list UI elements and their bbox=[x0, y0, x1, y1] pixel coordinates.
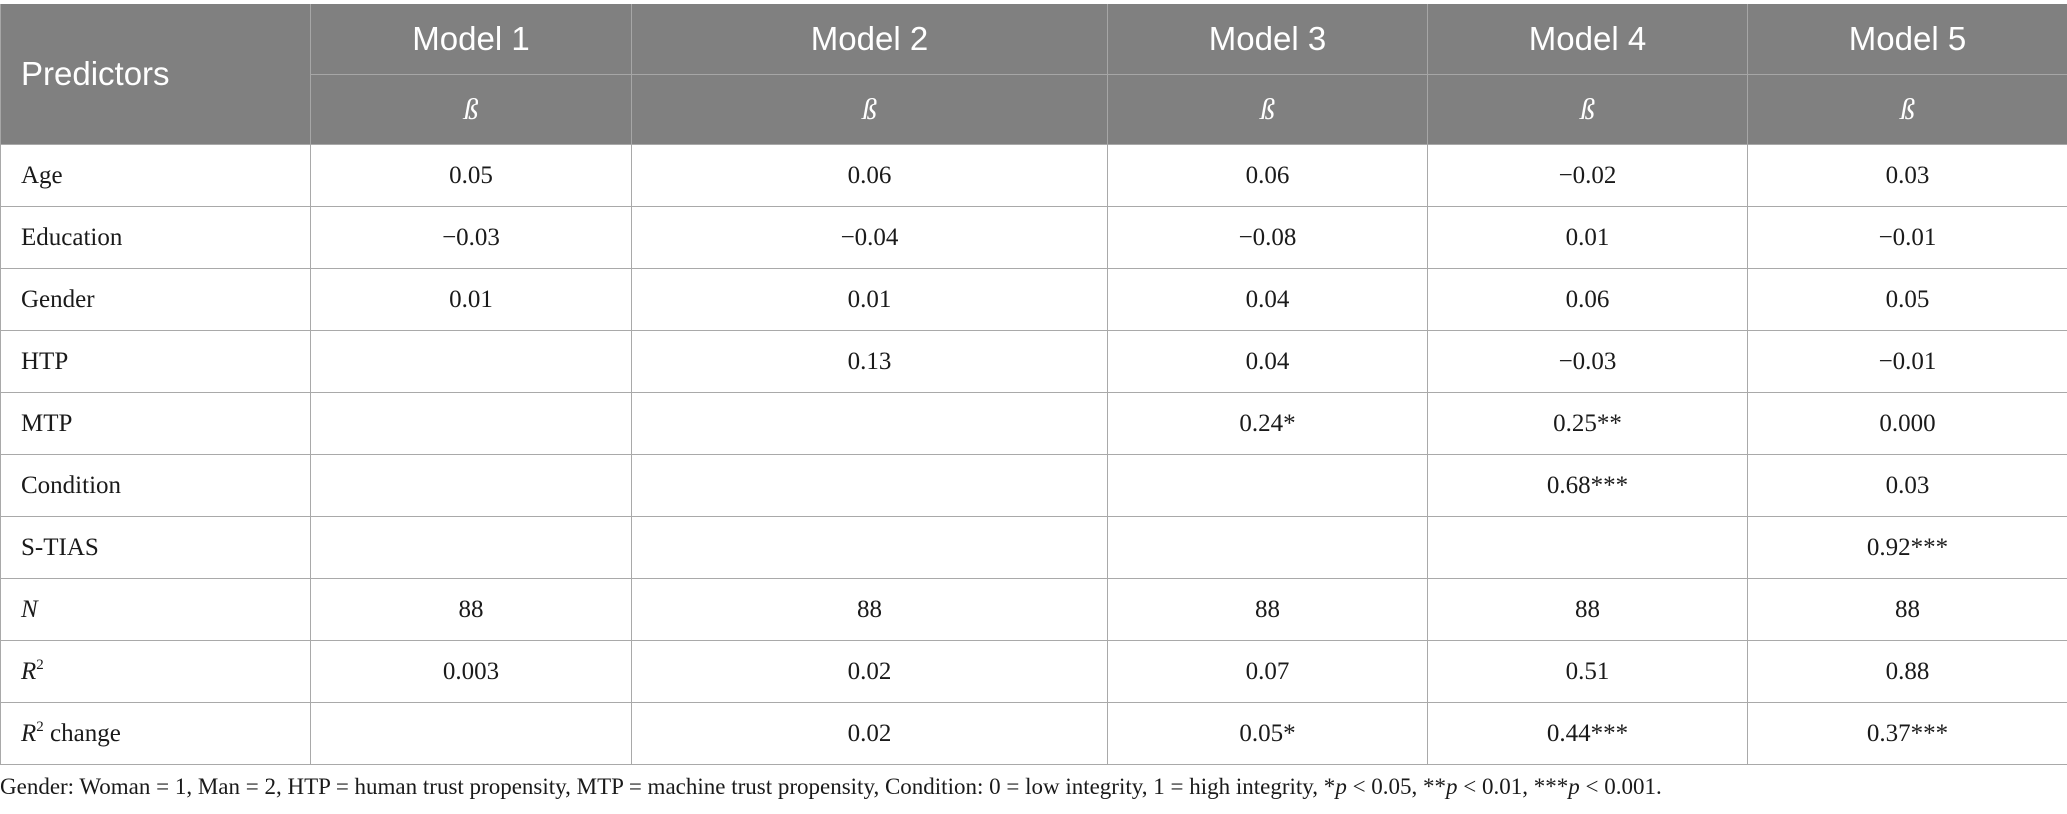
row-label-r-squared: R2 bbox=[0, 640, 311, 703]
table-cell: −0.04 bbox=[631, 206, 1108, 269]
table-cell bbox=[310, 392, 632, 455]
beta-header-5: ß bbox=[1747, 74, 2067, 145]
r-symbol: R bbox=[21, 657, 37, 685]
table-cell bbox=[310, 702, 632, 765]
row-label-r-squared-change: R2 change bbox=[0, 702, 311, 765]
table-cell: −0.08 bbox=[1107, 206, 1428, 269]
footnote-text: Gender: Woman = 1, Man = 2, HTP = human … bbox=[0, 774, 1336, 799]
table-cell: 0.06 bbox=[1107, 144, 1428, 207]
table-cell bbox=[1107, 516, 1428, 579]
model-1-header: Model 1 bbox=[310, 4, 632, 75]
table-cell: 0.01 bbox=[631, 268, 1108, 331]
table-cell: 88 bbox=[310, 578, 632, 641]
table-header: Predictors Model 1 Model 2 Model 3 Model… bbox=[0, 4, 2067, 145]
beta-header-2: ß bbox=[631, 74, 1108, 145]
row-label: Education bbox=[0, 206, 311, 269]
row-label: Gender bbox=[0, 268, 311, 331]
label-suffix: change bbox=[43, 719, 121, 747]
model-5-header: Model 5 bbox=[1747, 4, 2067, 75]
table-cell: 0.03 bbox=[1747, 144, 2067, 207]
table-row: Age 0.05 0.06 0.06 −0.02 0.03 bbox=[0, 144, 2067, 207]
table-cell: 0.04 bbox=[1107, 268, 1428, 331]
table-cell: 0.000 bbox=[1747, 392, 2067, 455]
table-row: HTP 0.13 0.04 −0.03 −0.01 bbox=[0, 330, 2067, 393]
table-row: Condition 0.68*** 0.03 bbox=[0, 454, 2067, 517]
table-cell bbox=[631, 392, 1108, 455]
table-cell: 0.02 bbox=[631, 640, 1108, 703]
footnote-p: p bbox=[1446, 774, 1458, 799]
row-label-n: N bbox=[0, 578, 311, 641]
table-row: R2 change 0.02 0.05* 0.44*** 0.37*** bbox=[0, 702, 2067, 765]
table-row: N 88 88 88 88 88 bbox=[0, 578, 2067, 641]
row-label: Condition bbox=[0, 454, 311, 517]
footnote-p: p bbox=[1568, 774, 1580, 799]
table-footnote: Gender: Woman = 1, Man = 2, HTP = human … bbox=[0, 774, 1662, 800]
table-cell bbox=[310, 330, 632, 393]
footnote-text: < 0.01, *** bbox=[1457, 774, 1569, 799]
footnote-p: p bbox=[1335, 774, 1347, 799]
table-cell: 0.003 bbox=[310, 640, 632, 703]
table-cell: −0.03 bbox=[1427, 330, 1748, 393]
row-label: MTP bbox=[0, 392, 311, 455]
table-cell: 0.05 bbox=[1747, 268, 2067, 331]
table-cell: 0.01 bbox=[310, 268, 632, 331]
table-row: S-TIAS 0.92*** bbox=[0, 516, 2067, 579]
table-cell: 0.88 bbox=[1747, 640, 2067, 703]
table-cell: 0.07 bbox=[1107, 640, 1428, 703]
superscript: 2 bbox=[36, 718, 44, 735]
model-4-header: Model 4 bbox=[1427, 4, 1748, 75]
table-cell: 0.68*** bbox=[1427, 454, 1748, 517]
beta-header-3: ß bbox=[1107, 74, 1428, 145]
row-label: Age bbox=[0, 144, 311, 207]
table-cell: 0.24* bbox=[1107, 392, 1428, 455]
table-cell: 0.25** bbox=[1427, 392, 1748, 455]
table-cell: −0.01 bbox=[1747, 206, 2067, 269]
table-row: Gender 0.01 0.01 0.04 0.06 0.05 bbox=[0, 268, 2067, 331]
table-cell: 0.51 bbox=[1427, 640, 1748, 703]
beta-header-1: ß bbox=[310, 74, 632, 145]
table-cell: 88 bbox=[1427, 578, 1748, 641]
table-cell bbox=[1107, 454, 1428, 517]
predictors-header: Predictors bbox=[0, 4, 311, 145]
r-symbol: R bbox=[21, 719, 37, 747]
table-cell: 88 bbox=[1107, 578, 1428, 641]
table-cell: 0.02 bbox=[631, 702, 1108, 765]
row-label: HTP bbox=[0, 330, 311, 393]
row-label: S-TIAS bbox=[0, 516, 311, 579]
table-cell bbox=[631, 516, 1108, 579]
table-cell bbox=[631, 454, 1108, 517]
table-cell: 0.37*** bbox=[1747, 702, 2067, 765]
table-row: R2 0.003 0.02 0.07 0.51 0.88 bbox=[0, 640, 2067, 703]
table-cell: −0.03 bbox=[310, 206, 632, 269]
regression-table-container: Predictors Model 1 Model 2 Model 3 Model… bbox=[0, 4, 2067, 765]
model-2-header: Model 2 bbox=[631, 4, 1108, 75]
table-cell: 0.44*** bbox=[1427, 702, 1748, 765]
table-cell bbox=[1427, 516, 1748, 579]
table-cell: 88 bbox=[631, 578, 1108, 641]
table-cell: 0.04 bbox=[1107, 330, 1428, 393]
table-cell: 0.05 bbox=[310, 144, 632, 207]
table-cell: 0.06 bbox=[631, 144, 1108, 207]
table-cell bbox=[310, 516, 632, 579]
table-cell: 0.03 bbox=[1747, 454, 2067, 517]
regression-table: Predictors Model 1 Model 2 Model 3 Model… bbox=[0, 4, 2067, 765]
table-row: MTP 0.24* 0.25** 0.000 bbox=[0, 392, 2067, 455]
beta-header-4: ß bbox=[1427, 74, 1748, 145]
table-cell: 0.01 bbox=[1427, 206, 1748, 269]
footnote-text: < 0.05, ** bbox=[1346, 774, 1447, 799]
table-cell: 0.92*** bbox=[1747, 516, 2067, 579]
table-cell: 0.05* bbox=[1107, 702, 1428, 765]
footnote-text: < 0.001. bbox=[1579, 774, 1662, 799]
table-cell bbox=[310, 454, 632, 517]
superscript: 2 bbox=[36, 656, 44, 673]
table-row: Education −0.03 −0.04 −0.08 0.01 −0.01 bbox=[0, 206, 2067, 269]
table-cell: −0.02 bbox=[1427, 144, 1748, 207]
table-cell: 0.06 bbox=[1427, 268, 1748, 331]
table-cell: −0.01 bbox=[1747, 330, 2067, 393]
table-cell: 88 bbox=[1747, 578, 2067, 641]
table-cell: 0.13 bbox=[631, 330, 1108, 393]
table-body: Age 0.05 0.06 0.06 −0.02 0.03 Education … bbox=[0, 144, 2067, 765]
model-3-header: Model 3 bbox=[1107, 4, 1428, 75]
